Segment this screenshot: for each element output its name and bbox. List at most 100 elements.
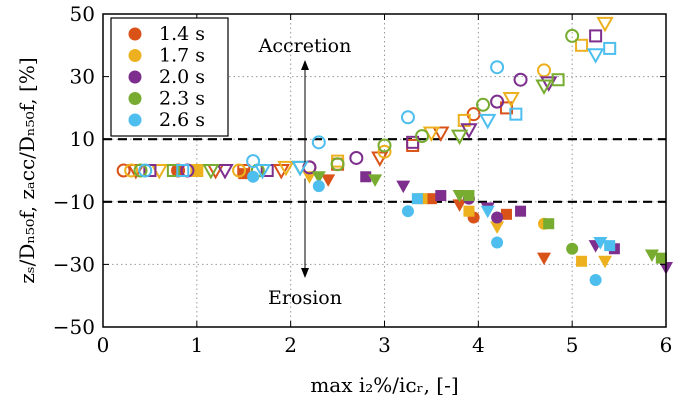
- data-point: [406, 135, 420, 149]
- data-point: [396, 180, 411, 194]
- annotations: Accretion Erosion: [258, 35, 352, 309]
- legend: 1.4 s1.7 s2.0 s2.3 s2.6 s: [110, 17, 229, 137]
- data-point: [450, 129, 469, 146]
- x-tick-label: 6: [660, 333, 673, 357]
- data-point: [490, 221, 505, 234]
- data-point: [247, 170, 260, 183]
- data-point: [457, 113, 471, 127]
- data-point: [551, 73, 565, 87]
- data-point: [435, 190, 447, 202]
- x-axis-label: max i₂%/iᴄᵣ, [-]: [310, 373, 458, 397]
- x-tick-label: 4: [472, 333, 485, 357]
- data-point: [604, 240, 616, 252]
- legend-label: 2.6 s: [159, 109, 205, 131]
- data-point: [500, 208, 512, 220]
- data-point: [133, 163, 148, 178]
- series-4: [133, 28, 667, 264]
- y-tick-label: −30: [53, 252, 95, 276]
- data-point: [190, 164, 203, 177]
- data-point: [491, 211, 504, 224]
- accretion-label: Accretion: [258, 35, 352, 57]
- series-5: [138, 41, 617, 287]
- data-point: [411, 193, 423, 205]
- data-point: [232, 163, 247, 178]
- data-point: [463, 190, 475, 202]
- data-point: [537, 63, 552, 78]
- data-point: [138, 163, 153, 178]
- data-point: [401, 205, 414, 218]
- data-point: [589, 274, 602, 287]
- data-point: [598, 255, 613, 269]
- data-point: [479, 113, 497, 130]
- data-point: [321, 174, 336, 187]
- data-point: [576, 255, 588, 267]
- data-point: [566, 242, 579, 255]
- y-tick-label: 50: [70, 2, 95, 26]
- data-points: [116, 16, 673, 287]
- data-point: [291, 160, 309, 177]
- data-point: [246, 154, 261, 169]
- data-point: [586, 48, 605, 64]
- data-point: [277, 160, 295, 177]
- data-point: [253, 164, 272, 180]
- y-tick-label: −50: [53, 315, 95, 339]
- data-point: [644, 249, 659, 263]
- data-point: [302, 171, 317, 184]
- data-point: [216, 164, 234, 180]
- data-point: [596, 16, 614, 33]
- data-point: [176, 164, 190, 177]
- legend-label: 1.7 s: [159, 45, 205, 67]
- y-tick-label: −10: [53, 190, 95, 214]
- data-point: [490, 60, 505, 75]
- axis-ticks: 0 1 2 3 4 5 6 −50 −30 −10 10 30 50: [53, 2, 673, 357]
- data-point: [311, 171, 326, 184]
- data-point: [593, 236, 608, 250]
- data-point: [490, 94, 505, 109]
- data-point: [143, 164, 157, 177]
- data-point: [655, 252, 667, 264]
- data-point: [311, 135, 326, 150]
- y-tick-label: 30: [70, 65, 95, 89]
- data-point: [116, 163, 131, 178]
- data-point: [202, 164, 220, 180]
- data-point: [476, 97, 491, 112]
- data-point: [589, 29, 603, 43]
- legend-marker: [128, 113, 142, 127]
- series-2: [124, 16, 614, 269]
- threshold-lines: [103, 138, 666, 203]
- data-point: [330, 157, 345, 172]
- y-tick-label: 10: [70, 127, 95, 151]
- data-point: [371, 151, 389, 168]
- data-point: [480, 205, 495, 219]
- data-point: [377, 144, 392, 159]
- legend-label: 1.4 s: [159, 23, 205, 45]
- data-point: [515, 205, 527, 217]
- data-point: [349, 150, 364, 165]
- data-point: [360, 171, 372, 183]
- legend-marker: [128, 49, 142, 62]
- x-tick-label: 0: [97, 333, 110, 357]
- data-point: [509, 107, 523, 121]
- legend-marker: [128, 27, 142, 41]
- data-point: [463, 205, 475, 217]
- legend-marker: [128, 70, 142, 84]
- legend-label: 2.3 s: [159, 88, 205, 110]
- data-point: [166, 164, 180, 177]
- legend-marker: [128, 92, 142, 105]
- data-point: [565, 28, 580, 43]
- legend-label: 2.0 s: [159, 66, 205, 88]
- x-tick-label: 3: [378, 333, 391, 357]
- accretion-arrowhead: [301, 60, 309, 70]
- x-tick-label: 5: [566, 333, 579, 357]
- x-tick-label: 1: [190, 333, 203, 357]
- y-axis-label: zₛ/Dₙ₅₀f, zₐcc/Dₙ₅₀f, [%]: [15, 57, 39, 283]
- data-point: [543, 218, 555, 230]
- data-point: [502, 92, 520, 108]
- data-point: [537, 252, 552, 266]
- data-point: [491, 236, 504, 249]
- data-point: [425, 193, 437, 205]
- data-point: [535, 79, 553, 96]
- erosion-arrowhead: [301, 268, 309, 278]
- data-point: [603, 41, 617, 55]
